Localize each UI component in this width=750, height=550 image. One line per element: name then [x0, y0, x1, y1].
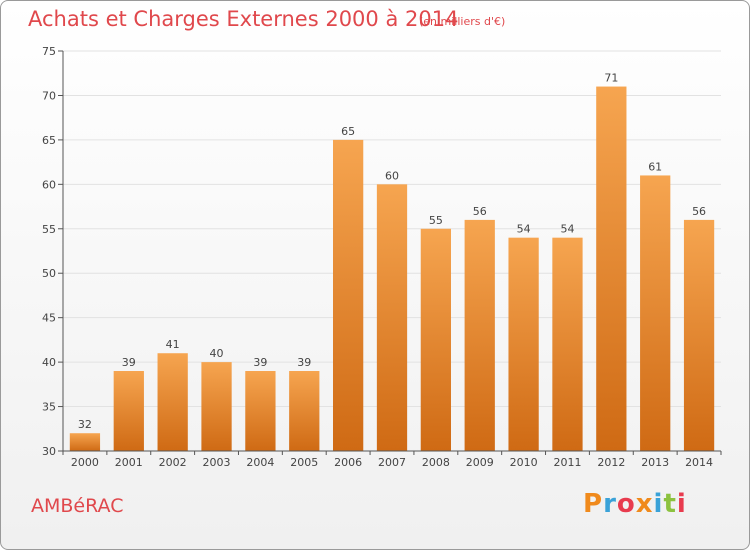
y-tick-label: 45: [42, 312, 56, 325]
bar-value-label: 39: [122, 356, 136, 369]
logo-letter: r: [603, 489, 617, 519]
bar-2011: [552, 237, 583, 451]
chart-subtitle: (en milliers d'€): [419, 15, 506, 28]
proxiti-logo: Proxiti: [583, 489, 687, 519]
bar-2007: [376, 184, 408, 452]
bar-2010: [508, 237, 539, 451]
logo-letter: x: [635, 489, 654, 519]
y-tick-label: 35: [42, 401, 56, 414]
x-tick-label: 2014: [685, 456, 713, 469]
x-tick-label: 2010: [510, 456, 538, 469]
logo-letter: i: [653, 489, 664, 519]
x-tick-label: 2002: [159, 456, 187, 469]
x-tick-label: 2012: [597, 456, 625, 469]
y-tick-label: 70: [42, 89, 56, 102]
logo-letter: o: [616, 489, 636, 519]
bar-value-label: 32: [78, 418, 92, 431]
y-tick-label: 65: [42, 134, 56, 147]
x-tick-label: 2008: [422, 456, 450, 469]
x-tick-label: 2011: [553, 456, 581, 469]
y-tick-label: 30: [42, 445, 56, 458]
y-tick-label: 50: [42, 267, 56, 280]
bar-value-label: 71: [604, 72, 618, 85]
bar-2009: [464, 219, 495, 451]
commune-name: AMBéRAC: [31, 495, 124, 517]
bar-2006: [332, 139, 364, 451]
bar-2002: [157, 353, 188, 451]
y-tick-label: 40: [42, 356, 56, 369]
bar-value-label: 65: [341, 125, 355, 138]
bar-value-label: 55: [429, 214, 443, 227]
bar-2003: [201, 362, 232, 451]
bars: [69, 86, 715, 452]
x-tick-label: 2003: [203, 456, 231, 469]
x-tick-label: 2006: [334, 456, 362, 469]
bar-2005: [289, 371, 320, 451]
bar-value-label: 54: [517, 223, 531, 236]
bar-value-label: 39: [297, 356, 311, 369]
x-tick-label: 2004: [246, 456, 274, 469]
bar-value-label: 60: [385, 169, 399, 182]
logo-letter: t: [663, 489, 677, 519]
bar-2013: [640, 175, 671, 451]
bar-2014: [683, 219, 715, 451]
y-tick-label: 55: [42, 223, 56, 236]
bar-value-label: 40: [210, 347, 224, 360]
x-tick-label: 2005: [290, 456, 318, 469]
bar-value-label: 39: [253, 356, 267, 369]
labels: 30 35 40 45 50 55 60 65 70 75 32 2000 39 2001 41 2002 40…: [42, 45, 713, 469]
bar-value-label: 56: [692, 205, 706, 218]
bar-value-label: 54: [560, 223, 574, 236]
bar-value-label: 61: [648, 160, 662, 173]
y-tick-label: 75: [42, 45, 56, 58]
logo-letter: P: [583, 489, 604, 519]
chart-title: Achats et Charges Externes 2000 à 2014: [28, 7, 459, 31]
x-tick-label: 2000: [71, 456, 99, 469]
axes: [58, 50, 722, 455]
bar-2001: [113, 371, 144, 451]
x-tick-label: 2001: [115, 456, 143, 469]
bar-2000: [69, 433, 101, 451]
bar-value-label: 41: [166, 338, 180, 351]
bar-value-label: 56: [473, 205, 487, 218]
y-tick-label: 60: [42, 178, 56, 191]
x-tick-label: 2009: [466, 456, 494, 469]
x-tick-label: 2013: [641, 456, 669, 469]
x-tick-label: 2007: [378, 456, 406, 469]
logo-letter: i: [676, 489, 687, 519]
bar-2012: [596, 86, 627, 452]
bar-2008: [420, 228, 452, 451]
bar-2004: [245, 371, 276, 451]
